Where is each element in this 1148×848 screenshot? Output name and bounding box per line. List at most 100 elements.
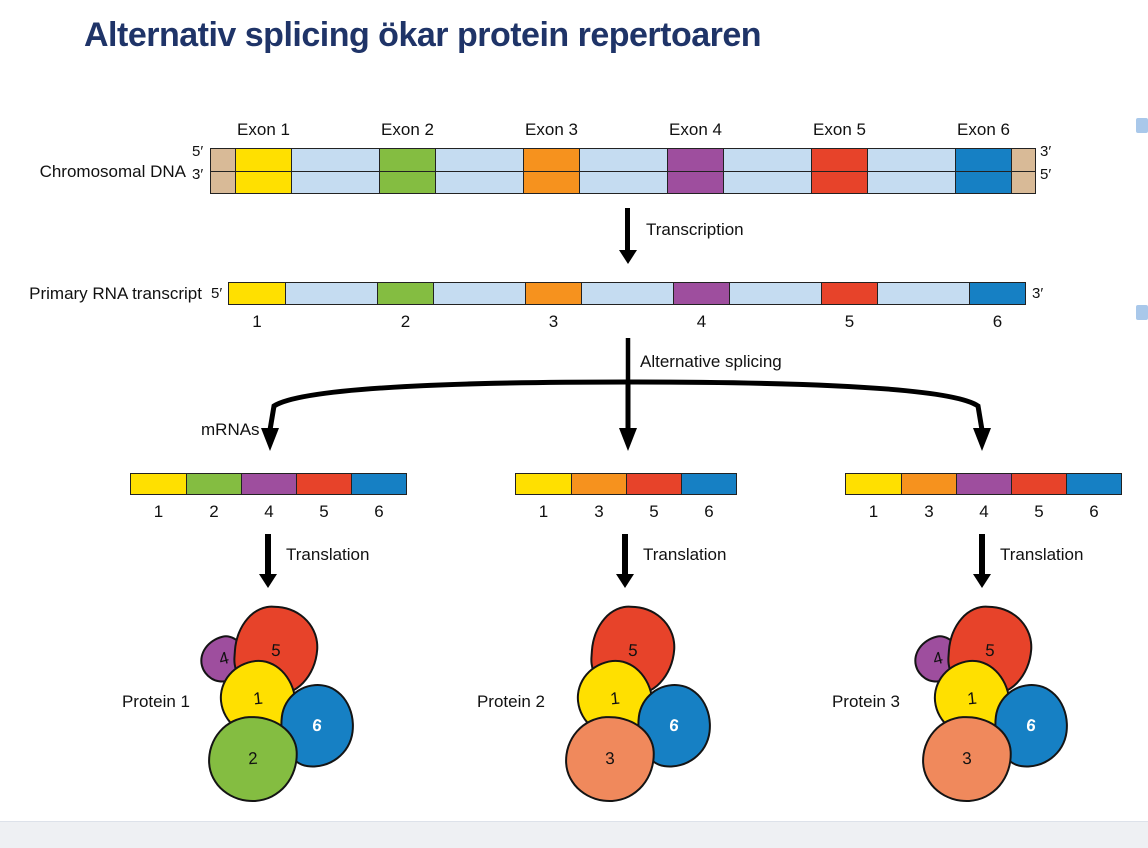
exon-number-label: 4 [696,312,707,331]
segment-exon4: 4 [956,474,1011,521]
exon-number-label: 6 [1089,502,1099,521]
translation-label-1: Translation [286,545,370,564]
dna-left-5prime: 5′ [192,143,204,160]
translation-arrow-3 [979,534,985,574]
segment-exon2: 2 [377,283,433,331]
chromosomal-dna-bar: Exon 1 Exon 2 Exon 3 Exon 4 Exon 5 Exon 6 [210,120,1036,194]
mrna-bar-3: 1 3 4 5 6 [845,473,1122,521]
rna-3prime: 3′ [1032,285,1044,302]
protein-1-label: Protein 1 [121,692,190,711]
exon-number-label: 3 [594,502,604,521]
segment-exon3: 3 [525,283,581,331]
mrnas-label: mRNAs [201,420,260,439]
segment-dna_end [1011,149,1035,193]
segment-exon1: 1 [516,474,571,521]
transcription-label: Transcription [646,220,744,239]
segment-exon3: 3 [571,474,626,521]
segment-exon5: 5 [626,474,681,521]
protein-2-label: Protein 2 [476,692,545,711]
segment-exon3: Exon 3 [523,120,579,193]
protein-subunit-3: 3 [919,713,1015,805]
segment-intron [723,149,811,193]
slide-title: Alternativ splicing ökar protein reperto… [84,16,762,54]
segment-exon1: 1 [229,283,285,331]
exon-number-label: 2 [400,312,411,331]
splicing-branch-arrows [261,338,991,451]
dna-right-5prime: 5′ [1040,166,1052,183]
exon-number-label: 2 [209,502,219,521]
exon-number-label: 6 [704,502,714,521]
translation-arrow-1 [265,534,271,574]
exon-number-label: 5 [649,502,659,521]
exon-top-label: Exon 6 [957,120,1010,139]
segment-exon5: 5 [1011,474,1066,521]
segment-intron [877,283,969,304]
protein-subunit-3: 3 [562,713,658,805]
exon-number-label: 6 [374,502,384,521]
segment-exon5: 5 [296,474,351,521]
segment-intron [285,283,377,304]
translation-label-2: Translation [643,545,727,564]
segment-exon4: 4 [241,474,296,521]
rna-5prime: 5′ [211,285,223,302]
exon-number-label: 3 [924,502,934,521]
segment-exon4: 4 [673,283,729,331]
exon-number-label: 1 [538,502,549,521]
transcription-arrow [625,208,630,250]
segment-exon2: 2 [186,474,241,521]
segment-exon1: 1 [131,474,186,521]
exon-top-label: Exon 2 [381,120,434,139]
segment-exon4: Exon 4 [667,120,723,193]
alternative-splicing-label: Alternative splicing [640,352,782,371]
exon-top-label: Exon 3 [525,120,578,139]
segment-exon2: Exon 2 [379,120,435,193]
segment-exon6: 6 [351,474,406,521]
exon-number-label: 3 [548,312,559,331]
primary-rna-bar: 1 2 3 4 5 6 [228,282,1026,331]
exon-number-label: 1 [252,312,262,331]
mrna-bar-1: 1 2 4 5 6 [130,473,407,521]
mrna-bar-2: 1 3 5 6 [515,473,737,521]
dna-left-3prime: 3′ [192,166,204,183]
segment-intron [433,283,525,304]
protein-3-label: Protein 3 [831,692,900,711]
segment-exon6: 6 [1066,474,1121,521]
translation-arrow-2 [622,534,628,574]
exon-number-label: 1 [868,502,879,521]
segment-exon6: 6 [681,474,736,521]
right-edge-thumbnail-fragment [1136,305,1148,320]
segment-exon6: Exon 6 [955,120,1011,193]
segment-exon3: 3 [901,474,956,521]
exon-number-label: 4 [979,502,989,521]
segment-exon5: 5 [821,283,877,331]
exon-top-label: Exon 5 [813,120,866,139]
right-edge-thumbnail-fragment [1136,118,1148,133]
exon-top-label: Exon 1 [237,120,290,139]
segment-intron [291,149,379,193]
bottom-taskbar-strip [0,821,1148,848]
segment-intron [729,283,821,304]
exon-number-label: 5 [319,502,329,521]
segment-exon1: 1 [846,474,901,521]
dna-right-3prime: 3′ [1040,143,1052,160]
segment-exon5: Exon 5 [811,120,867,193]
segment-intron [579,149,667,193]
exon-number-label: 5 [1034,502,1044,521]
segment-exon6: 6 [969,283,1025,331]
primary-rna-label: Primary RNA transcript [29,284,202,303]
segment-intron [435,149,523,193]
exon-number-label: 6 [992,312,1003,331]
exon-number-label: 1 [153,502,164,521]
segment-intron [867,149,955,193]
exon-number-label: 4 [264,502,274,521]
chromosomal-dna-label: Chromosomal DNA [39,162,186,181]
translation-label-3: Translation [1000,545,1084,564]
segment-intron [581,283,673,304]
protein-subunit-2: 2 [205,713,301,805]
exon-top-label: Exon 4 [669,120,722,139]
segment-dna_end [211,149,235,193]
